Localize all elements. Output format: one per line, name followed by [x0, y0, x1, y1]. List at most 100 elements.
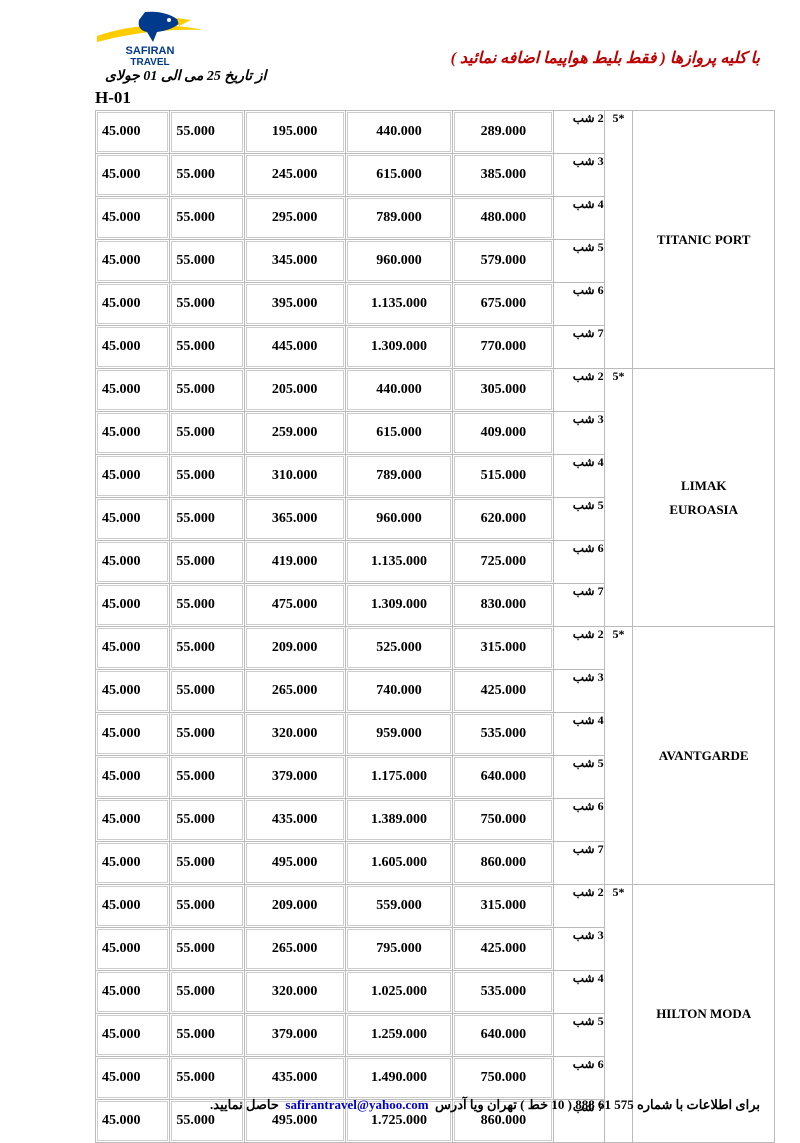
price-col1: 45.000 [97, 155, 168, 195]
price-col1: 45.000 [97, 972, 168, 1012]
price-col1: 45.000 [97, 929, 168, 969]
price-col4: 1.259.000 [347, 1015, 452, 1055]
price-col2: 55.000 [171, 972, 242, 1012]
price-col2: 55.000 [171, 499, 242, 539]
price-col2: 55.000 [171, 886, 242, 926]
price-col5: 480.000 [454, 198, 552, 238]
star-rating: 5* [604, 627, 633, 885]
price-col5: 425.000 [454, 929, 552, 969]
safiran-logo: SAFIRAN TRAVEL [95, 8, 205, 68]
price-col3: 435.000 [246, 1058, 344, 1098]
price-col4: 740.000 [347, 671, 452, 711]
price-col5: 385.000 [454, 155, 552, 195]
nights-cell: 7 شب [554, 326, 604, 369]
price-col3: 310.000 [246, 456, 344, 496]
price-col2: 55.000 [171, 542, 242, 582]
price-col5: 535.000 [454, 972, 552, 1012]
price-col4: 1.309.000 [347, 585, 452, 625]
hotel-name: LIMAKEUROASIA [633, 369, 775, 627]
price-col4: 1.490.000 [347, 1058, 452, 1098]
price-col3: 379.000 [246, 1015, 344, 1055]
nights-cell: 5 شب [554, 1014, 604, 1057]
price-col2: 55.000 [171, 370, 242, 410]
price-col2: 55.000 [171, 800, 242, 840]
price-col5: 750.000 [454, 1058, 552, 1098]
price-col1: 45.000 [97, 1015, 168, 1055]
price-col4: 1.175.000 [347, 757, 452, 797]
price-col1: 45.000 [97, 241, 168, 281]
table-row: 45.00055.000209.000559.000315.0002 شب5*H… [96, 885, 775, 928]
nights-cell: 2 شب [554, 111, 604, 154]
nights-cell: 5 شب [554, 756, 604, 799]
price-col4: 1.135.000 [347, 542, 452, 582]
price-col2: 55.000 [171, 585, 242, 625]
package-code: H-01 [95, 88, 131, 108]
nights-cell: 5 شب [554, 240, 604, 283]
price-col1: 45.000 [97, 1101, 168, 1141]
price-col5: 305.000 [454, 370, 552, 410]
price-col4: 960.000 [347, 499, 452, 539]
price-col3: 295.000 [246, 198, 344, 238]
price-col1: 45.000 [97, 499, 168, 539]
price-col3: 205.000 [246, 370, 344, 410]
nights-cell: 7 شب [554, 584, 604, 627]
nights-cell: 2 شب [554, 627, 604, 670]
nights-cell: 4 شب [554, 455, 604, 498]
price-col5: 515.000 [454, 456, 552, 496]
price-col1: 45.000 [97, 800, 168, 840]
price-col1: 45.000 [97, 327, 168, 367]
price-col1: 45.000 [97, 671, 168, 711]
price-col2: 55.000 [171, 198, 242, 238]
price-col4: 789.000 [347, 456, 452, 496]
price-col2: 55.000 [171, 929, 242, 969]
price-col3: 345.000 [246, 241, 344, 281]
price-col5: 409.000 [454, 413, 552, 453]
price-col5: 315.000 [454, 886, 552, 926]
price-col1: 45.000 [97, 886, 168, 926]
price-col4: 1.605.000 [347, 843, 452, 883]
nights-cell: 4 شب [554, 713, 604, 756]
price-col1: 45.000 [97, 843, 168, 883]
price-col1: 45.000 [97, 628, 168, 668]
price-col3: 265.000 [246, 671, 344, 711]
price-col4: 1.135.000 [347, 284, 452, 324]
price-table: 45.00055.000195.000440.000289.0002 شب5*T… [95, 110, 775, 1143]
price-col5: 640.000 [454, 757, 552, 797]
table-row: 45.00055.000195.000440.000289.0002 شب5*T… [96, 111, 775, 154]
price-col1: 45.000 [97, 585, 168, 625]
price-col2: 55.000 [171, 1058, 242, 1098]
price-col2: 55.000 [171, 757, 242, 797]
header-red-notice: با کلیه پروازها ( فقط بلیط هواپیما اضافه… [451, 48, 760, 68]
price-col3: 245.000 [246, 155, 344, 195]
price-col4: 795.000 [347, 929, 452, 969]
price-col5: 830.000 [454, 585, 552, 625]
footer-email-link[interactable]: safirantravel@yahoo.com [285, 1097, 428, 1112]
nights-cell: 4 شب [554, 197, 604, 240]
price-col3: 365.000 [246, 499, 344, 539]
hotel-name: TITANIC PORT [633, 111, 775, 369]
price-col5: 289.000 [454, 112, 552, 152]
price-col1: 45.000 [97, 284, 168, 324]
price-col3: 209.000 [246, 886, 344, 926]
price-col4: 559.000 [347, 886, 452, 926]
price-col2: 55.000 [171, 327, 242, 367]
price-col2: 55.000 [171, 241, 242, 281]
price-col4: 789.000 [347, 198, 452, 238]
price-col3: 395.000 [246, 284, 344, 324]
price-col1: 45.000 [97, 714, 168, 754]
price-col3: 209.000 [246, 628, 344, 668]
price-col5: 860.000 [454, 843, 552, 883]
price-col1: 45.000 [97, 370, 168, 410]
price-col2: 55.000 [171, 628, 242, 668]
nights-cell: 3 شب [554, 412, 604, 455]
nights-cell: 6 شب [554, 1057, 604, 1100]
footer-contact: برای اطلاعات با شماره 575 61 888 ( 10 خط… [210, 1097, 760, 1113]
price-col5: 579.000 [454, 241, 552, 281]
price-col4: 1.309.000 [347, 327, 452, 367]
price-col5: 535.000 [454, 714, 552, 754]
price-col2: 55.000 [171, 671, 242, 711]
price-col2: 55.000 [171, 714, 242, 754]
nights-cell: 6 شب [554, 799, 604, 842]
price-col4: 1.389.000 [347, 800, 452, 840]
star-rating: 5* [604, 369, 633, 627]
